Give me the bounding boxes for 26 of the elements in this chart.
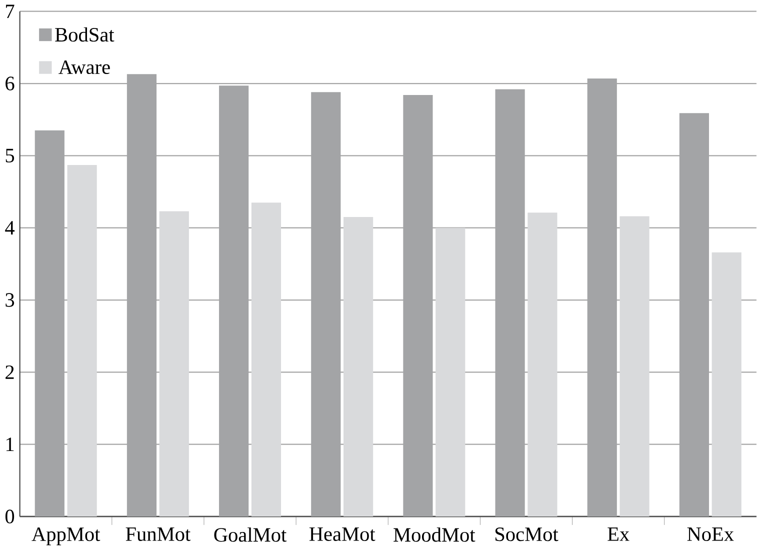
x-tick-label: AppMot [32,528,100,546]
bar [436,228,466,517]
y-tick-label: 1 [6,438,14,452]
x-tick-label: HeaMot [309,528,376,542]
x-tick-label: GoalMot [214,528,287,542]
bar [712,252,742,517]
bar [620,216,650,517]
bar [251,202,282,517]
y-tick-label: 6 [6,76,14,90]
y-tick-label: 5 [6,148,14,162]
x-tick-label: Ex [608,528,630,541]
bar [344,217,374,517]
y-tick-label: 3 [6,293,14,307]
bar [67,165,97,517]
y-tick-label: 0 [5,510,14,524]
x-tick-label: FunMot [126,528,191,542]
y-tick-label: 4 [5,221,15,235]
legend-label: Aware [58,60,110,74]
y-tick-label: 2 [6,366,14,379]
bar [159,211,189,517]
bar [528,212,558,517]
x-tick-label: NoEx [687,528,734,542]
x-tick-label: SocMot [495,528,558,542]
y-tick-label: 7 [6,4,14,18]
legend-label: BodSat [55,27,114,42]
x-tick-label: MoodMot [394,528,476,542]
